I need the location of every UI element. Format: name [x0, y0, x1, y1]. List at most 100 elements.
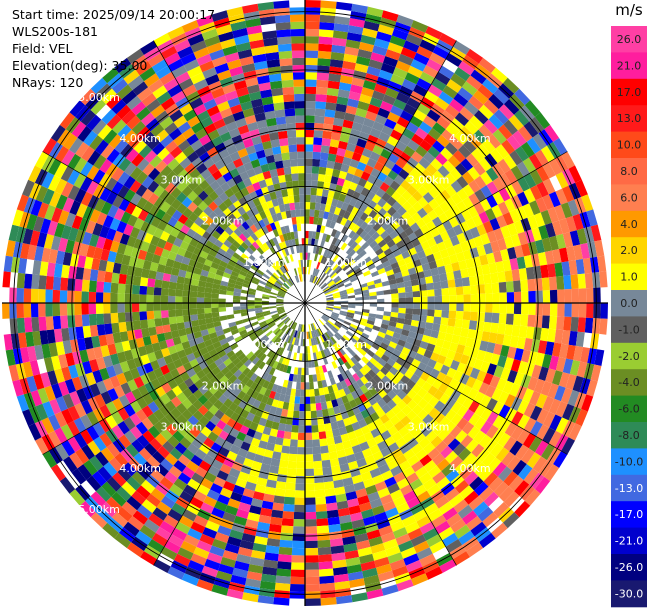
velocity-gate: [247, 300, 255, 303]
velocity-gate: [328, 523, 342, 533]
velocity-gate: [79, 88, 96, 106]
velocity-gate: [292, 374, 298, 382]
velocity-gate: [232, 387, 242, 397]
velocity-gate: [213, 17, 231, 29]
velocity-gate: [362, 292, 370, 297]
velocity-gate: [293, 511, 305, 520]
velocity-gate: [289, 584, 305, 592]
velocity-gate: [269, 246, 277, 255]
velocity-gate: [343, 210, 351, 220]
velocity-gate: [234, 34, 250, 46]
velocity-gate: [222, 327, 231, 334]
velocity-gate: [469, 476, 484, 491]
velocity-gate: [458, 144, 472, 159]
velocity-gate: [288, 195, 295, 204]
velocity-gate: [141, 131, 156, 145]
info-panel: Start time: 2025/09/14 20:00:17 WLS200s-…: [12, 6, 215, 91]
velocity-gate: [19, 377, 31, 395]
velocity-gate: [402, 162, 414, 174]
velocity-gate: [199, 250, 209, 259]
velocity-gate: [348, 230, 356, 239]
velocity-gate: [318, 365, 324, 374]
velocity-gate: [468, 320, 478, 331]
velocity-gate: [295, 483, 305, 491]
velocity-gate: [280, 226, 287, 235]
velocity-gate: [181, 398, 193, 410]
velocity-gate: [462, 285, 471, 295]
velocity-gate: [107, 250, 117, 263]
velocity-gate: [343, 53, 358, 64]
velocity-gate: [254, 213, 263, 222]
velocity-gate: [355, 387, 364, 397]
velocity-gate: [183, 250, 193, 259]
velocity-gate: [252, 105, 265, 115]
velocity-gate: [575, 179, 588, 197]
velocity-gate: [397, 312, 406, 319]
velocity-gate: [458, 530, 475, 545]
velocity-gate: [486, 73, 503, 89]
velocity-gate: [285, 280, 292, 287]
velocity-gate: [259, 353, 267, 362]
velocity-gate: [113, 208, 125, 221]
velocity-gate: [388, 442, 400, 453]
velocity-gate: [427, 303, 435, 310]
velocity-gate: [277, 36, 292, 45]
velocity-gate: [542, 396, 555, 412]
velocity-gate: [353, 343, 362, 352]
velocity-gate: [263, 193, 272, 202]
velocity-gate: [154, 433, 168, 446]
velocity-gate: [261, 345, 269, 354]
velocity-gate: [95, 83, 112, 99]
velocity-gate: [89, 269, 99, 282]
velocity-gate: [547, 328, 557, 343]
velocity-gate: [61, 408, 74, 425]
velocity-gate: [106, 148, 120, 164]
velocity-gate: [417, 387, 428, 399]
velocity-gate: [432, 170, 445, 183]
velocity-gate: [90, 98, 107, 115]
velocity-gate: [225, 434, 237, 445]
velocity-gate: [296, 223, 302, 232]
velocity-gate: [142, 336, 152, 346]
velocity-gate: [354, 291, 362, 296]
velocity-gate: [240, 312, 249, 317]
velocity-gate: [295, 129, 305, 138]
velocity-gate: [419, 454, 433, 467]
velocity-gate: [558, 372, 570, 388]
velocity-gate: [48, 175, 61, 192]
velocity-gate: [411, 383, 422, 394]
velocity-gate: [174, 151, 187, 164]
velocity-gate: [273, 495, 285, 504]
velocity-gate: [456, 188, 469, 201]
velocity-gate: [116, 351, 127, 364]
velocity-gate: [187, 201, 198, 213]
velocity-gate: [312, 276, 317, 284]
velocity-gate: [403, 341, 413, 350]
velocity-gate: [319, 240, 326, 249]
velocity-gate: [323, 123, 334, 132]
velocity-gate: [495, 333, 505, 345]
velocity-gate: [432, 323, 441, 332]
velocity-gate: [432, 423, 445, 436]
velocity-gate: [162, 440, 175, 454]
velocity-gate: [270, 80, 283, 90]
velocity-gate: [112, 363, 124, 376]
velocity-gate: [365, 110, 378, 122]
velocity-gate: [350, 512, 363, 522]
velocity-gate: [281, 241, 288, 250]
velocity-gate: [221, 342, 230, 350]
velocity-gate: [272, 327, 280, 334]
velocity-gate: [357, 193, 367, 203]
velocity-gate: [343, 195, 352, 205]
velocity-gate: [188, 212, 199, 223]
velocity-gate: [301, 238, 305, 246]
velocity-gate: [233, 291, 241, 297]
velocity-gate: [12, 241, 23, 258]
velocity-gate: [66, 290, 75, 303]
velocity-gate: [521, 291, 529, 303]
velocity-gate: [409, 168, 421, 180]
velocity-gate: [215, 371, 225, 381]
velocity-gate: [412, 404, 423, 416]
range-ring-label: 1.00km: [243, 256, 285, 269]
velocity-gate: [476, 143, 490, 158]
